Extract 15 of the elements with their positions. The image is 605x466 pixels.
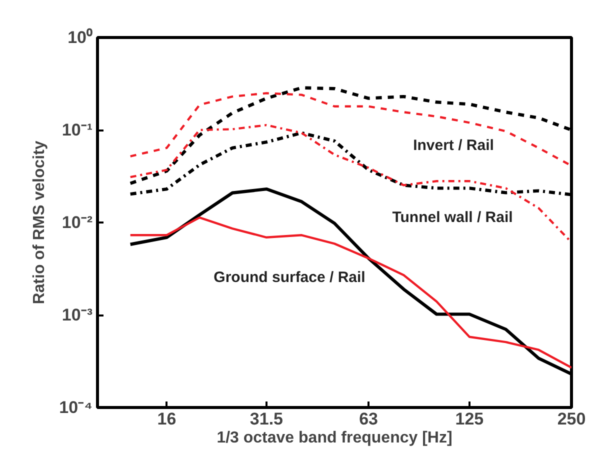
x-tick-label: 63 [359, 410, 378, 428]
x-axis-title: 1/3 octave band frequency [Hz] [216, 430, 452, 446]
y-tick-label: 10⁰ [68, 28, 93, 47]
y-tick-label: 10⁻² [62, 213, 93, 232]
y-tick-label: 10⁻⁴ [59, 398, 93, 417]
x-tick-label: 250 [557, 410, 586, 428]
y-axis-title: Ratio of RMS velocity [31, 140, 48, 304]
y-tick-label: 10⁻³ [62, 306, 93, 324]
x-tick-label: 31.5 [250, 410, 284, 428]
y-tick-label: 10⁻¹ [62, 120, 93, 140]
annotation: Ground surface / Rail [214, 269, 366, 286]
annotation: Invert / Rail [413, 137, 494, 154]
x-tick-label: 125 [455, 410, 484, 428]
x-tick-label: 16 [157, 410, 176, 428]
annotation: Tunnel wall / Rail [392, 209, 513, 226]
